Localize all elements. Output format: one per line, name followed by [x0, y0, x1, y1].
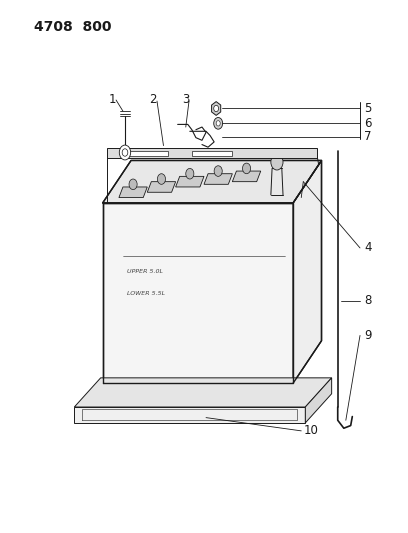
Text: 3: 3	[182, 93, 189, 106]
Text: 8: 8	[364, 294, 371, 308]
Polygon shape	[175, 176, 204, 187]
Text: 7: 7	[364, 130, 372, 143]
Circle shape	[129, 179, 137, 190]
Circle shape	[214, 166, 222, 176]
Text: 4708  800: 4708 800	[34, 20, 111, 34]
Circle shape	[119, 145, 131, 160]
Polygon shape	[305, 378, 332, 423]
Text: 6: 6	[364, 117, 372, 130]
Polygon shape	[103, 203, 293, 383]
Circle shape	[186, 168, 194, 179]
Text: LOWER 5.5L: LOWER 5.5L	[127, 290, 165, 295]
Circle shape	[214, 106, 219, 112]
Text: 5: 5	[364, 102, 371, 115]
Text: UPPER 5.0L: UPPER 5.0L	[127, 269, 163, 274]
Polygon shape	[103, 160, 322, 203]
Circle shape	[157, 174, 166, 184]
Circle shape	[216, 120, 220, 126]
Polygon shape	[233, 171, 261, 182]
Polygon shape	[74, 378, 332, 407]
Polygon shape	[204, 174, 233, 184]
Text: 2: 2	[150, 93, 157, 106]
Polygon shape	[212, 102, 221, 115]
Circle shape	[271, 154, 283, 170]
Text: 10: 10	[303, 424, 318, 438]
Text: 1: 1	[109, 93, 117, 106]
Text: 4: 4	[364, 241, 372, 254]
Polygon shape	[127, 151, 168, 156]
Polygon shape	[119, 187, 147, 198]
Polygon shape	[74, 407, 305, 423]
Polygon shape	[192, 151, 233, 156]
Circle shape	[214, 117, 223, 129]
Circle shape	[242, 163, 251, 174]
Text: 9: 9	[364, 329, 372, 342]
Polygon shape	[293, 160, 322, 383]
Polygon shape	[107, 148, 317, 158]
Polygon shape	[147, 182, 175, 192]
